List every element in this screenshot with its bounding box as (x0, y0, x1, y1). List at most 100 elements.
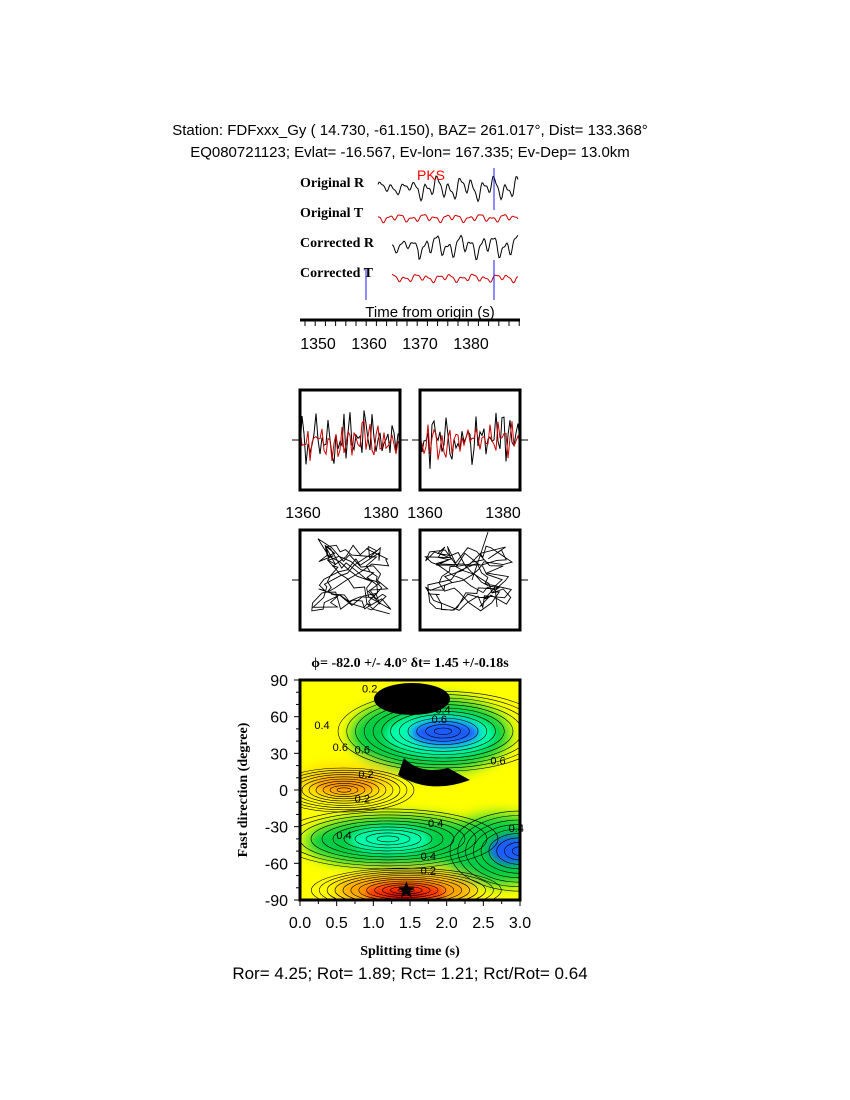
particle-motion-left-frame (298, 528, 402, 632)
time-tick-1360: 1360 (351, 336, 387, 353)
time-axis-ticks (304, 320, 520, 326)
contour-line (433, 727, 453, 735)
window-left-black-trace (300, 410, 400, 465)
contour-line (311, 867, 502, 900)
y-tick-label: -30 (265, 820, 288, 837)
contour-label: 0.4 (413, 770, 428, 782)
grid-title: ϕ= -82.0 +/- 4.0° δt= 1.45 +/-0.18s (311, 656, 509, 671)
contour-line (350, 877, 462, 900)
contour-line (300, 774, 394, 806)
x-tick-label: 2.5 (472, 915, 494, 932)
window-panel-right: 1360 1380 (407, 388, 528, 522)
contour-label: 0.4 (428, 690, 443, 702)
original-r-trace (377, 175, 519, 203)
grid-black-region-mid (398, 758, 470, 787)
contour-line (425, 724, 461, 739)
trace-label-corrected-t: Corrected T (300, 266, 374, 281)
contour-line (416, 720, 470, 742)
grid-ylabel: Fast direction (degree) (236, 722, 251, 857)
particle-motion-right-frame (418, 528, 522, 632)
y-tick-label: 30 (270, 746, 288, 763)
trace-label-original-t: Original T (300, 206, 364, 221)
contour-label: 0.2 (362, 684, 377, 696)
window-left-tick-1380: 1380 (363, 505, 399, 522)
contour-line (407, 717, 479, 745)
contour-line (326, 871, 486, 900)
y-tick-label: -90 (265, 893, 288, 910)
contour-label: 0.6 (432, 714, 447, 726)
y-tick-label: 90 (270, 673, 288, 690)
contour-line (332, 823, 444, 855)
particle-motion-left-path (311, 538, 392, 615)
contour-line (308, 778, 380, 802)
energy-grid: 0.20.40.40.60.40.6 0.60.60.2 0.40.20.40.40… (236, 673, 531, 959)
contour-label: 0.2 (358, 769, 373, 781)
contour-line (300, 772, 401, 808)
corrected-t-trace (391, 273, 519, 284)
contour-label: 0.6 (490, 756, 505, 768)
corrected-r-trace (391, 234, 519, 261)
contour-line (372, 704, 514, 759)
contour-line (343, 826, 433, 852)
contour-line (318, 869, 494, 900)
grid-axis-ticks (294, 679, 521, 906)
contour-label: 0.6 (333, 742, 348, 754)
contour-line (300, 767, 415, 813)
contour-line (321, 820, 455, 858)
event-header: EQ080721123; Evlat= -16.567, Ev-lon= 167… (190, 144, 630, 161)
contour-line (496, 837, 520, 865)
contour-line (346, 694, 520, 769)
x-tick-label: 0.5 (326, 915, 348, 932)
x-tick-label: 3.0 (509, 915, 531, 932)
particle-motion-left (292, 528, 408, 632)
original-t-trace (378, 214, 519, 224)
contour-label: 0.4 (435, 704, 450, 716)
contour-line (390, 710, 496, 752)
particle-motion-right-path (424, 531, 514, 612)
x-tick-label: 1.5 (399, 915, 421, 932)
contour-line (310, 817, 466, 861)
contour-line (334, 873, 478, 900)
contour-line (300, 814, 477, 864)
station-header: Station: FDFxxx_Gy ( 14.730, -61.150), B… (172, 122, 648, 139)
contour-label: 0.4 (314, 720, 329, 732)
x-tick-label: 1.0 (362, 915, 384, 932)
contour-line (363, 701, 520, 762)
contour-line (449, 810, 520, 892)
contour-line (480, 828, 520, 874)
y-tick-label: 60 (270, 710, 288, 727)
x-tick-label: 2.0 (436, 915, 458, 932)
contour-line (355, 697, 520, 765)
grid-contours (300, 691, 520, 900)
contour-line (342, 875, 470, 900)
contour-line (322, 783, 366, 797)
contour-label: 0.2 (355, 794, 370, 806)
contour-label: 0.4 (421, 851, 436, 863)
contour-line (300, 769, 408, 811)
x-tick-label: 0.0 (289, 915, 311, 932)
time-tick-1350: 1350 (300, 336, 336, 353)
window-left-tick-1360: 1360 (285, 505, 321, 522)
contour-line (465, 819, 520, 883)
contour-label: 0.6 (355, 745, 370, 757)
grid-xlabel: Splitting time (s) (360, 944, 460, 959)
best-fit-star (397, 881, 415, 898)
contour-line (381, 707, 505, 755)
trace-label-corrected-r: Corrected R (300, 236, 375, 251)
window-panel-left: 1360 1380 (285, 388, 408, 522)
time-tick-1380: 1380 (453, 336, 489, 353)
contour-line (329, 785, 359, 795)
contour-line (354, 829, 422, 849)
window-right-tick-1380: 1380 (485, 505, 521, 522)
grid-axis-tick-labels: 0.0 0.5 1.0 1.5 2.0 2.5 3.0 90 60 30 0 -30 -60 -90 (265, 673, 531, 932)
contour-label: 0.2 (421, 866, 436, 878)
particle-motion-right (412, 528, 528, 632)
contour-line (300, 808, 499, 870)
contour-label: 0.4 (509, 823, 524, 835)
window-right-red-trace (420, 421, 520, 460)
contour-line (398, 714, 488, 749)
window-left-red-trace (300, 418, 400, 461)
trace-panel: Original R Original T Corrected R Correc… (300, 167, 520, 353)
grid-black-region (374, 683, 450, 715)
summary-line: Ror= 4.25; Rot= 1.89; Rct= 1.21; Rct/Rot… (232, 964, 587, 983)
